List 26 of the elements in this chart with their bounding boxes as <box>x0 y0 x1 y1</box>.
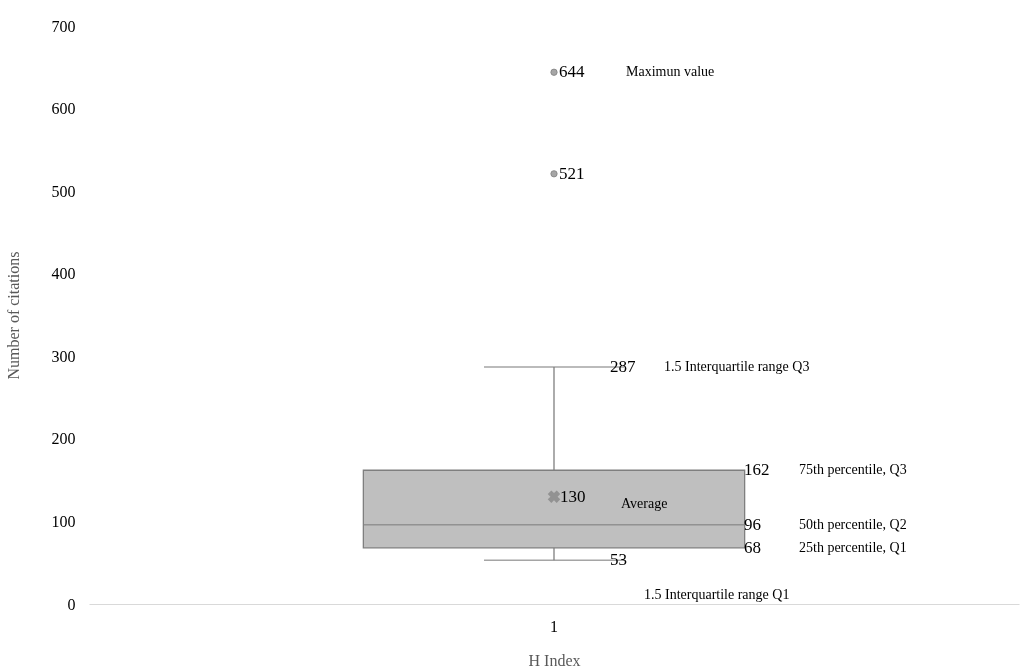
y-tick-label: 600 <box>51 100 76 118</box>
annotation: 68 <box>744 538 761 557</box>
annotation: 1.5 Interquartile range Q1 <box>644 587 790 602</box>
annotation: 25th percentile, Q1 <box>799 540 907 555</box>
annotation: 1.5 Interquartile range Q3 <box>664 359 810 374</box>
y-axis-title: Number of citations <box>4 251 22 380</box>
y-tick-label: 100 <box>51 512 76 530</box>
y-tick-label: 400 <box>51 265 76 283</box>
annotation: 521 <box>559 164 585 183</box>
annotation: Average <box>621 496 668 511</box>
annotation: 130 <box>560 487 586 506</box>
y-tick-label: 0 <box>67 595 76 613</box>
annotation: 644 <box>559 62 585 81</box>
x-axis-title: H Index <box>528 651 581 669</box>
annotation: 96 <box>744 515 761 534</box>
annotation: 53 <box>610 550 627 569</box>
x-tick-label: 1 <box>550 617 558 635</box>
annotation: 287 <box>610 357 636 376</box>
y-tick-label: 200 <box>51 430 76 448</box>
annotation: 50th percentile, Q2 <box>799 517 907 532</box>
annotation: 162 <box>744 460 770 479</box>
annotation: 75th percentile, Q3 <box>799 462 907 477</box>
y-tick-label: 700 <box>51 17 76 35</box>
y-tick-label: 300 <box>51 347 76 365</box>
y-tick-label: 500 <box>51 182 76 200</box>
annotation: Maximun value <box>626 64 715 79</box>
